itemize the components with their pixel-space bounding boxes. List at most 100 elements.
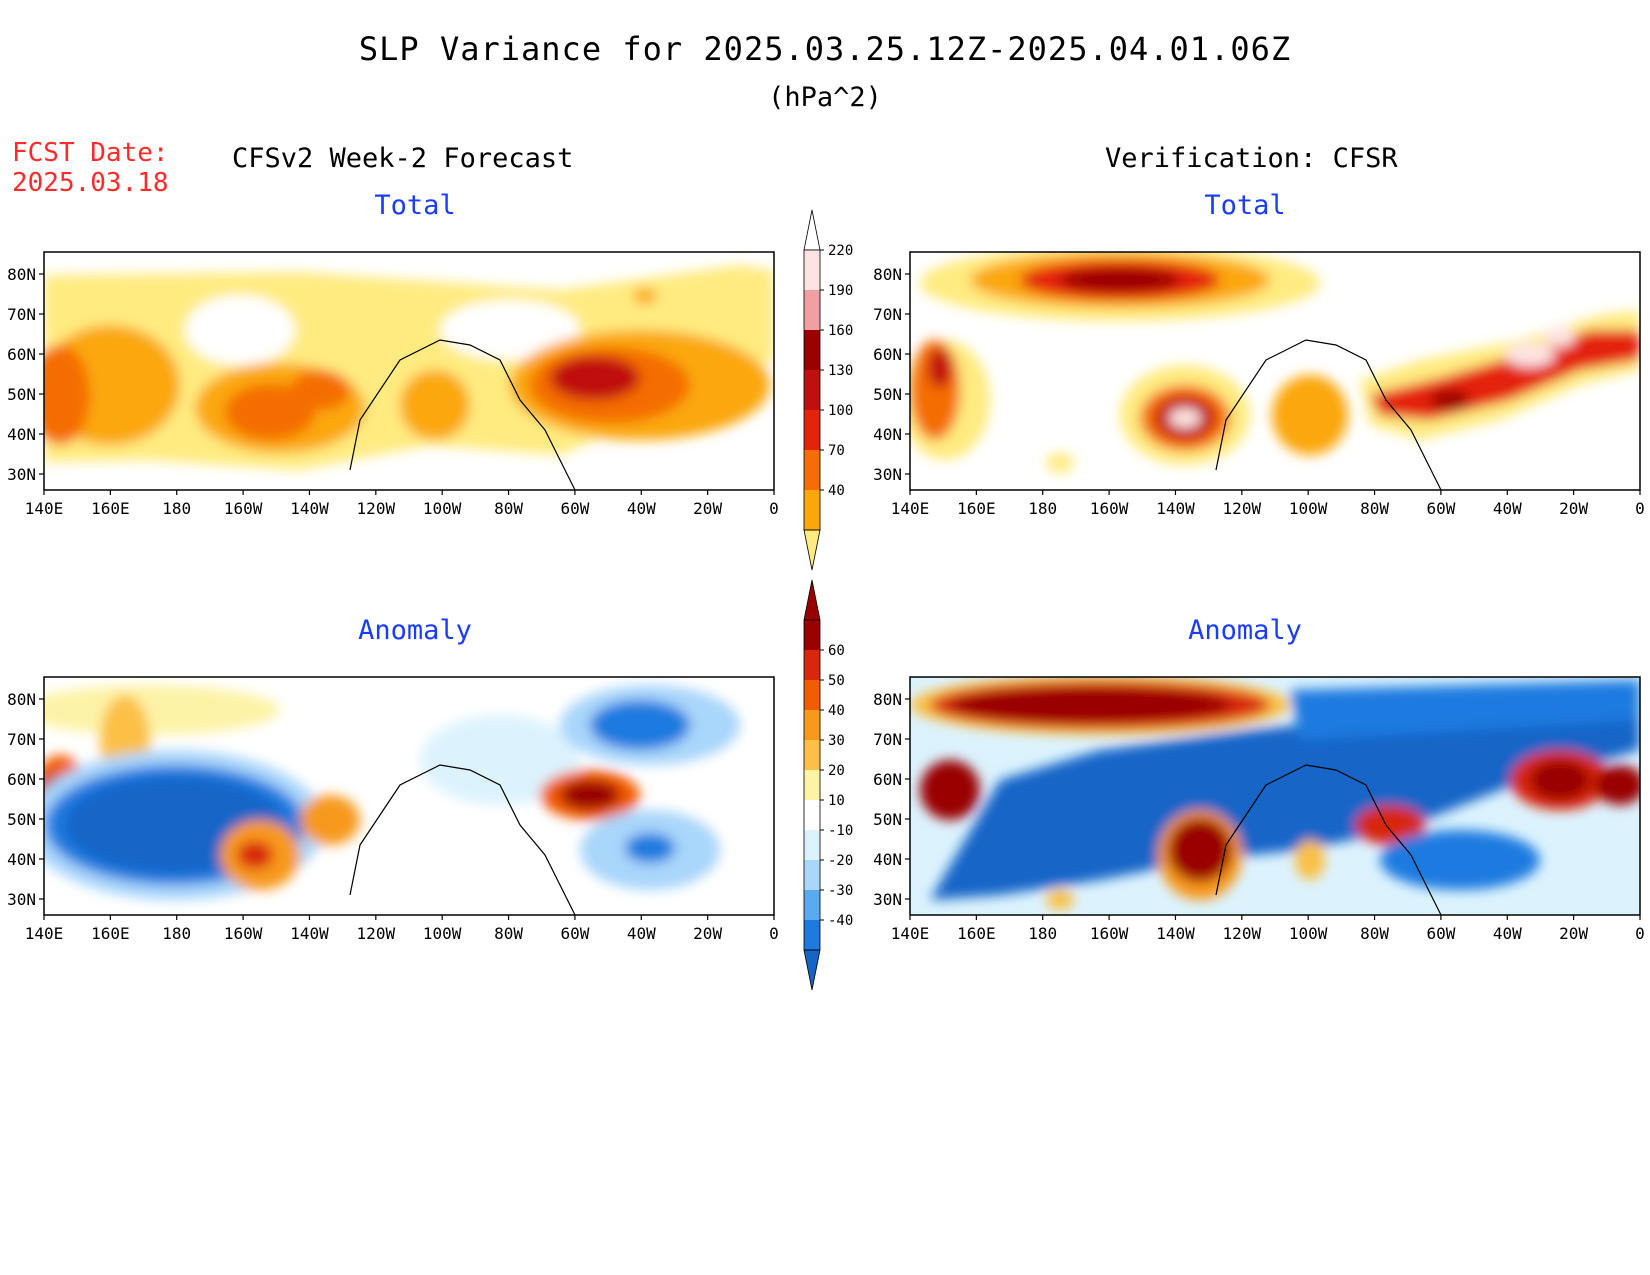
- lat-label: 30N: [7, 890, 36, 909]
- lon-label: 140W: [1156, 499, 1195, 518]
- lon-label: 100W: [423, 924, 462, 943]
- colorbar-label: -30: [828, 883, 853, 899]
- lat-label: 60N: [7, 770, 36, 789]
- verification-heading: Verification: CFSR: [1105, 143, 1398, 174]
- units-label: (hPa^2): [768, 82, 882, 113]
- verification-total-panel: [910, 252, 1640, 490]
- lat-label: 80N: [873, 265, 902, 284]
- colorbar-swatch: [804, 680, 820, 710]
- lat-label: 60N: [873, 770, 902, 789]
- colorbar-swatch: [804, 450, 820, 490]
- lon-label: 160W: [1090, 499, 1129, 518]
- verification-anomaly-subtitle: Anomaly: [1188, 615, 1302, 646]
- colorbar-label: 10: [828, 793, 845, 809]
- lon-label: 100W: [1289, 924, 1328, 943]
- colorbar-swatch: [804, 830, 820, 860]
- lon-label: 140E: [891, 924, 930, 943]
- colorbar-label: 50: [828, 673, 845, 689]
- colorbar-swatch: [804, 370, 820, 410]
- colorbar-label: 30: [828, 733, 845, 749]
- colorbar-lower-extension: [803, 949, 821, 991]
- lon-label: 140E: [25, 924, 64, 943]
- lon-label: 140E: [891, 499, 930, 518]
- lat-label: 70N: [873, 305, 902, 324]
- colorbar-label: 70: [828, 443, 845, 459]
- lon-label: 40W: [627, 924, 656, 943]
- colorbar-swatch: [804, 710, 820, 740]
- colorbar-swatch: [804, 490, 820, 530]
- colorbar-swatch: [804, 410, 820, 450]
- colorbar-swatch: [804, 330, 820, 370]
- lat-label: 80N: [7, 265, 36, 284]
- colorbar-label: -10: [828, 823, 853, 839]
- verification-total-subtitle: Total: [1204, 190, 1286, 221]
- colorbar-swatch: [804, 250, 820, 290]
- lat-label: 70N: [7, 305, 36, 324]
- lon-label: 180: [162, 499, 191, 518]
- lon-label: 80W: [494, 499, 523, 518]
- lon-label: 20W: [1559, 499, 1588, 518]
- colorbar-upper-extension: [803, 209, 821, 251]
- colorbar-label: -20: [828, 853, 853, 869]
- lon-label: 0: [769, 499, 779, 518]
- colorbar-upper-extension: [803, 579, 821, 621]
- forecast-anomaly-frame: [43, 676, 775, 916]
- lon-label: 180: [1028, 924, 1057, 943]
- lon-label: 60W: [560, 499, 589, 518]
- colorbar-swatch: [804, 920, 820, 950]
- lon-label: 160W: [1090, 924, 1129, 943]
- colorbar-swatch: [804, 860, 820, 890]
- colorbar-total: 40 70 100 130 160 190 220: [803, 209, 853, 571]
- lon-label: 180: [1028, 499, 1057, 518]
- lon-label: 160E: [957, 499, 996, 518]
- forecast-anomaly-panel: [44, 677, 774, 915]
- lon-label: 160W: [224, 499, 263, 518]
- lat-label: 40N: [7, 425, 36, 444]
- colorbar-frame: [803, 619, 821, 951]
- colorbar-label: 190: [828, 283, 853, 299]
- verification-anomaly-panel: [910, 677, 1640, 915]
- lon-label: 40W: [1493, 924, 1522, 943]
- lon-label: 160E: [91, 924, 130, 943]
- lon-label: 140W: [290, 499, 329, 518]
- lon-label: 180: [162, 924, 191, 943]
- lon-label: 160W: [224, 924, 263, 943]
- lon-label: 80W: [1360, 499, 1389, 518]
- lon-label: 20W: [693, 499, 722, 518]
- lon-label: 100W: [423, 499, 462, 518]
- lon-label: 60W: [1426, 499, 1455, 518]
- lon-label: 120W: [357, 499, 396, 518]
- lon-label: 60W: [1426, 924, 1455, 943]
- axis-labels: 140E 160E 180 160W 140W 120W 100W 80W 60W 40W 20W 0…: [7, 265, 1645, 943]
- colorbar-label: 40: [828, 483, 845, 499]
- forecast-heading: CFSv2 Week-2 Forecast: [232, 143, 574, 174]
- figure-title: SLP Variance for 2025.03.25.12Z-2025.04.…: [358, 30, 1292, 68]
- lat-label: 30N: [873, 465, 902, 484]
- forecast-date-label: FCST Date:: [12, 138, 169, 168]
- lon-label: 140W: [1156, 924, 1195, 943]
- lon-label: 120W: [1223, 924, 1262, 943]
- colorbar-swatch: [804, 740, 820, 770]
- lon-label: 20W: [1559, 924, 1588, 943]
- lon-label: 140W: [290, 924, 329, 943]
- colorbar-swatch: [804, 290, 820, 330]
- colorbar-swatch: [804, 770, 820, 800]
- colorbar-anomaly: -40 -30 -20 -10 10 20 30 40 50 60: [803, 579, 853, 991]
- colorbar-label: 130: [828, 363, 853, 379]
- lon-label: 40W: [627, 499, 656, 518]
- lon-label: 40W: [1493, 499, 1522, 518]
- lat-label: 60N: [873, 345, 902, 364]
- lat-label: 50N: [7, 385, 36, 404]
- lat-label: 40N: [873, 850, 902, 869]
- lat-label: 70N: [7, 730, 36, 749]
- colorbar-swatch: [804, 620, 820, 650]
- lat-label: 30N: [7, 465, 36, 484]
- forecast-total-panel: [44, 252, 774, 490]
- lon-label: 100W: [1289, 499, 1328, 518]
- lat-label: 50N: [873, 385, 902, 404]
- lat-label: 40N: [7, 850, 36, 869]
- lon-label: 0: [1635, 924, 1645, 943]
- lat-label: 40N: [873, 425, 902, 444]
- lon-label: 60W: [560, 924, 589, 943]
- lon-label: 0: [1635, 499, 1645, 518]
